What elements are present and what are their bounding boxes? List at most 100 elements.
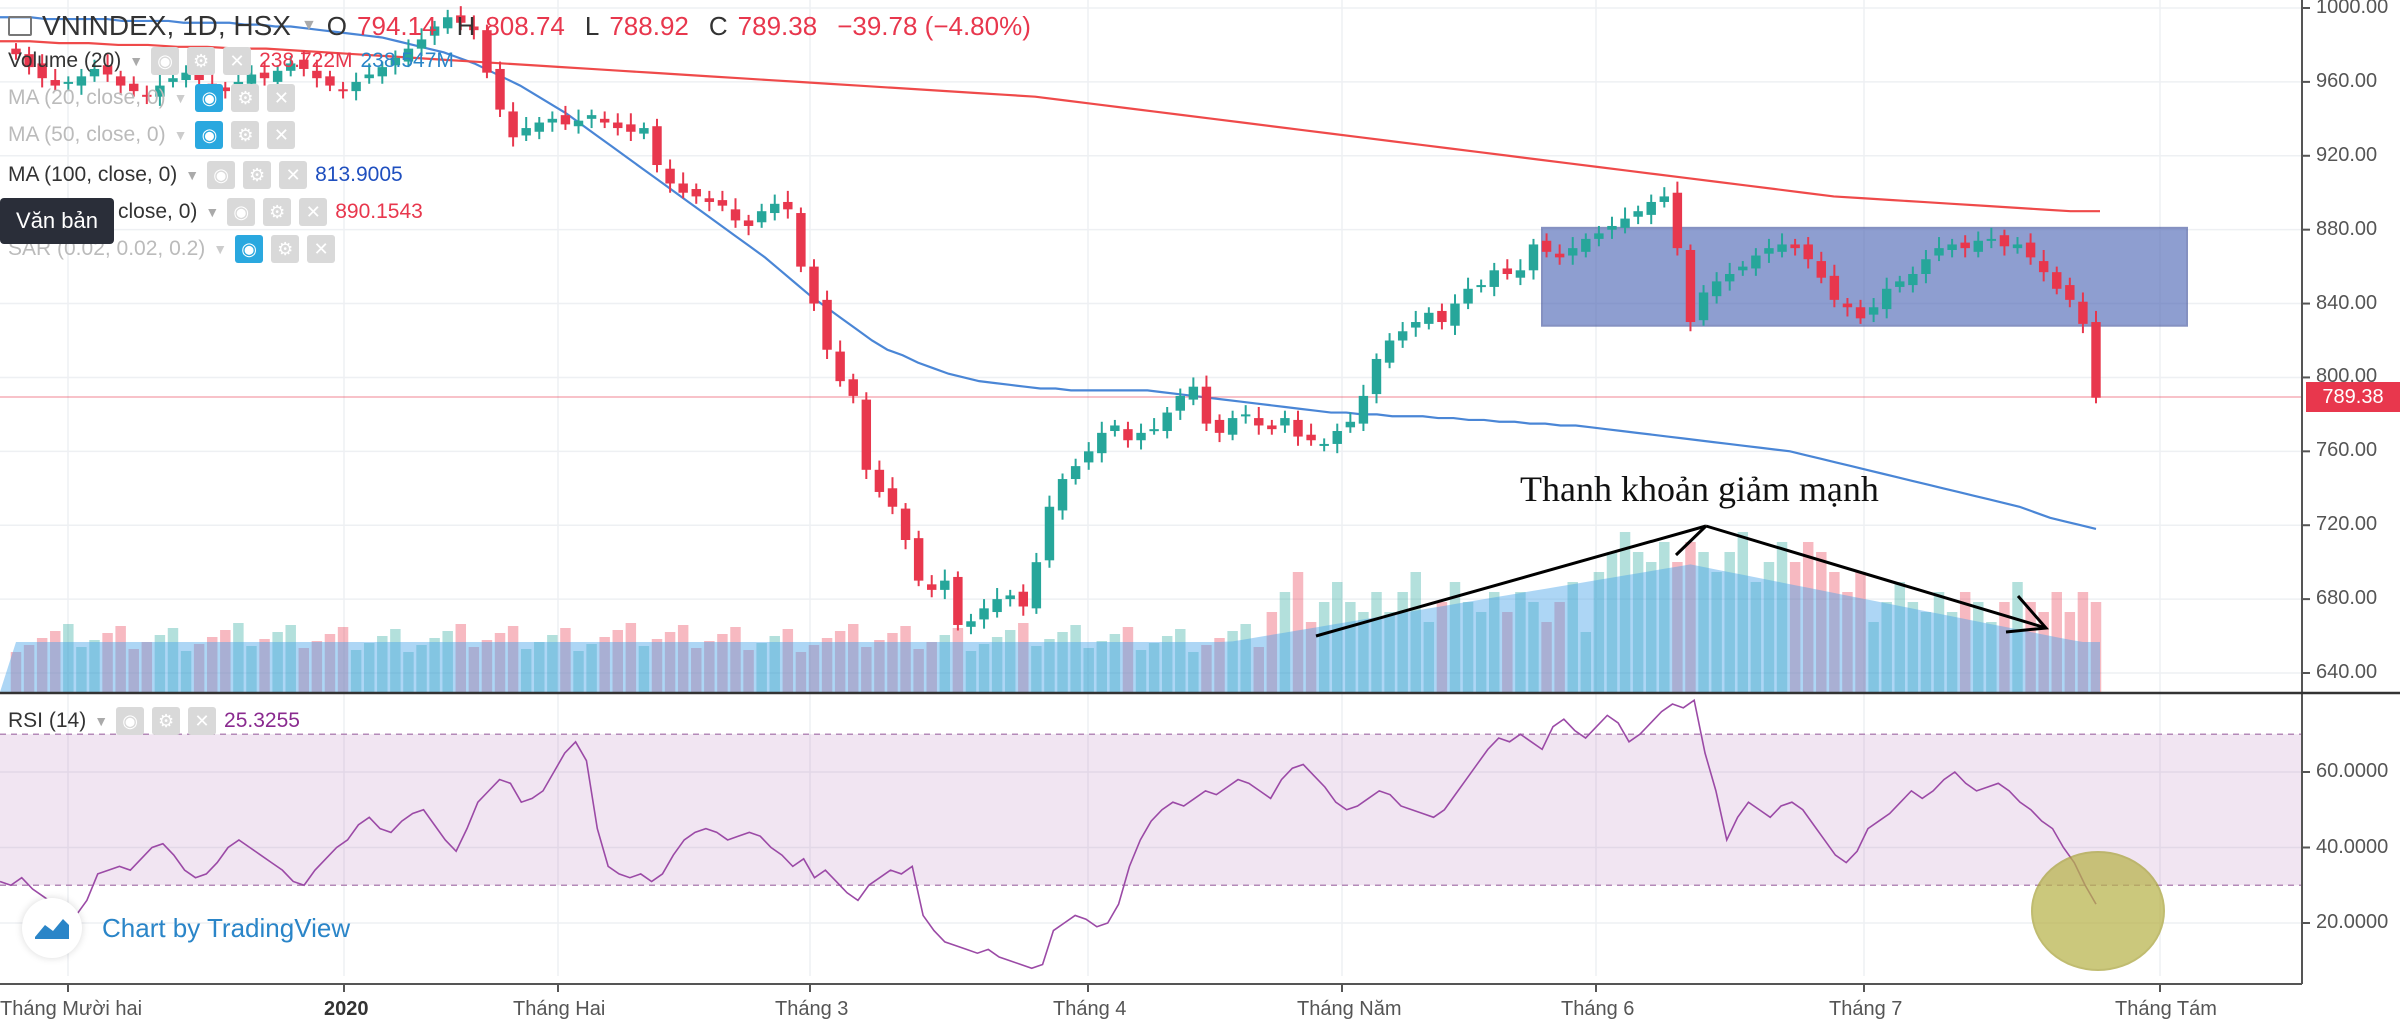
volume-bar bbox=[1541, 622, 1552, 692]
chevron-down-icon[interactable]: ▼ bbox=[185, 167, 200, 183]
volume-bar bbox=[625, 623, 637, 692]
volume-bar bbox=[769, 636, 780, 692]
ma100-value: 813.9005 bbox=[315, 163, 403, 186]
close-icon[interactable]: ✕ bbox=[267, 84, 296, 112]
candle bbox=[364, 74, 374, 79]
ma200-legend[interactable]: close, 0) ▼ ◉ ⚙ ✕ 890.1543 bbox=[118, 197, 423, 227]
eye-icon[interactable]: ◉ bbox=[235, 235, 264, 263]
volume-legend[interactable]: Volume (20) ▼ ◉ ⚙ ✕ 238.722M 238.547M bbox=[8, 46, 454, 76]
volume-bar bbox=[612, 630, 623, 692]
candle bbox=[1136, 432, 1146, 441]
eye-icon[interactable]: ◉ bbox=[227, 198, 256, 226]
volume-bar bbox=[730, 627, 741, 692]
eye-icon[interactable]: ◉ bbox=[195, 84, 224, 112]
eye-icon[interactable]: ◉ bbox=[151, 47, 180, 75]
tradingview-watermark[interactable]: Chart by TradingView bbox=[22, 898, 350, 958]
volume-bar bbox=[1475, 612, 1487, 692]
volume-bar bbox=[848, 624, 859, 692]
eye-icon[interactable]: ◉ bbox=[195, 121, 224, 149]
y-tick-label: 960.00 bbox=[2316, 69, 2378, 92]
rsi-legend[interactable]: RSI (14) ▼ ◉ ⚙ ✕ 25.3255 bbox=[8, 706, 300, 736]
candle bbox=[2091, 322, 2101, 398]
eye-icon[interactable]: ◉ bbox=[116, 707, 145, 735]
candle bbox=[783, 201, 793, 210]
close-icon[interactable]: ✕ bbox=[307, 235, 336, 263]
candle bbox=[626, 124, 636, 132]
candle bbox=[1881, 288, 1892, 310]
close-icon[interactable]: ✕ bbox=[279, 161, 308, 189]
chevron-down-icon[interactable]: ▼ bbox=[94, 713, 109, 729]
candle bbox=[1162, 412, 1172, 432]
symbol-title[interactable]: VNINDEX, 1D, HSX bbox=[42, 10, 291, 41]
volume-bar bbox=[1894, 582, 1906, 692]
rsi-value: 25.3255 bbox=[224, 709, 300, 732]
candle bbox=[403, 48, 414, 62]
gear-icon[interactable]: ⚙ bbox=[187, 47, 216, 75]
ma100-legend[interactable]: MA (100, close, 0) ▼ ◉ ⚙ ✕ 813.9005 bbox=[8, 160, 403, 190]
volume-bar bbox=[573, 651, 584, 692]
chevron-down-icon[interactable]: ▼ bbox=[205, 204, 220, 220]
volume-bar bbox=[913, 649, 924, 692]
gear-icon[interactable]: ⚙ bbox=[263, 198, 292, 226]
gear-icon[interactable]: ⚙ bbox=[231, 121, 260, 149]
candle bbox=[887, 488, 898, 507]
close-icon[interactable]: ✕ bbox=[299, 198, 328, 226]
volume-bar bbox=[76, 647, 87, 692]
candle bbox=[809, 266, 819, 304]
volume-bar bbox=[1737, 532, 1749, 692]
gear-icon[interactable]: ⚙ bbox=[243, 161, 272, 189]
ma50-legend[interactable]: MA (50, close, 0) ▼ ◉ ⚙ ✕ bbox=[8, 120, 296, 150]
volume-bar bbox=[1842, 592, 1853, 692]
candle bbox=[1725, 274, 1735, 282]
close-icon[interactable]: ✕ bbox=[188, 707, 217, 735]
candle bbox=[730, 209, 741, 221]
volume-bar bbox=[1148, 643, 1160, 692]
candle bbox=[377, 67, 387, 77]
volume-bar bbox=[220, 630, 231, 692]
volume-bar bbox=[1986, 622, 1997, 692]
volume-bar bbox=[874, 640, 885, 692]
volume-bar bbox=[1999, 602, 2010, 692]
candle bbox=[286, 63, 296, 71]
candle bbox=[1934, 248, 1944, 256]
gear-icon[interactable]: ⚙ bbox=[231, 84, 260, 112]
volume-bar bbox=[520, 649, 532, 692]
chevron-down-icon[interactable]: ▼ bbox=[129, 53, 144, 69]
eye-icon[interactable]: ◉ bbox=[207, 161, 236, 189]
volume-bar bbox=[1685, 542, 1696, 692]
volume-bar bbox=[141, 642, 153, 692]
candle bbox=[2078, 301, 2088, 324]
volume-bar bbox=[534, 642, 545, 692]
volume-bar bbox=[2064, 612, 2076, 692]
candle bbox=[168, 78, 178, 82]
volume-bar bbox=[926, 642, 937, 692]
chevron-down-icon[interactable]: ▼ bbox=[173, 90, 188, 106]
ma200-value: 890.1543 bbox=[335, 200, 423, 223]
candle bbox=[1123, 429, 1133, 441]
chevron-down-icon[interactable]: ▼ bbox=[300, 17, 317, 34]
candle bbox=[1672, 192, 1683, 249]
candle bbox=[940, 580, 950, 590]
candle bbox=[1908, 274, 1918, 286]
close-icon[interactable]: ✕ bbox=[223, 47, 252, 75]
volume-bar bbox=[1829, 572, 1840, 692]
close-icon[interactable]: ✕ bbox=[267, 121, 296, 149]
volume-bar bbox=[1645, 562, 1657, 692]
ma20-legend[interactable]: MA (20, close, 0) ▼ ◉ ⚙ ✕ bbox=[8, 83, 296, 113]
annotation-text[interactable]: Thanh khoản giảm mạnh bbox=[1520, 469, 1879, 509]
candle bbox=[1973, 240, 1983, 252]
volume-bar bbox=[1868, 622, 1879, 692]
volume-bar bbox=[1606, 552, 1618, 692]
x-tick-label: Tháng 6 bbox=[1561, 998, 1635, 1020]
gear-icon[interactable]: ⚙ bbox=[152, 707, 181, 735]
candle bbox=[1332, 431, 1342, 444]
gear-icon[interactable]: ⚙ bbox=[271, 235, 300, 263]
chevron-down-icon[interactable]: ▼ bbox=[213, 241, 228, 257]
candle bbox=[102, 65, 113, 75]
menu-icon[interactable] bbox=[8, 16, 32, 36]
chevron-down-icon[interactable]: ▼ bbox=[173, 127, 188, 143]
volume-bar bbox=[102, 633, 113, 692]
volume-name: Volume (20) bbox=[8, 49, 122, 72]
candle bbox=[1018, 591, 1029, 607]
